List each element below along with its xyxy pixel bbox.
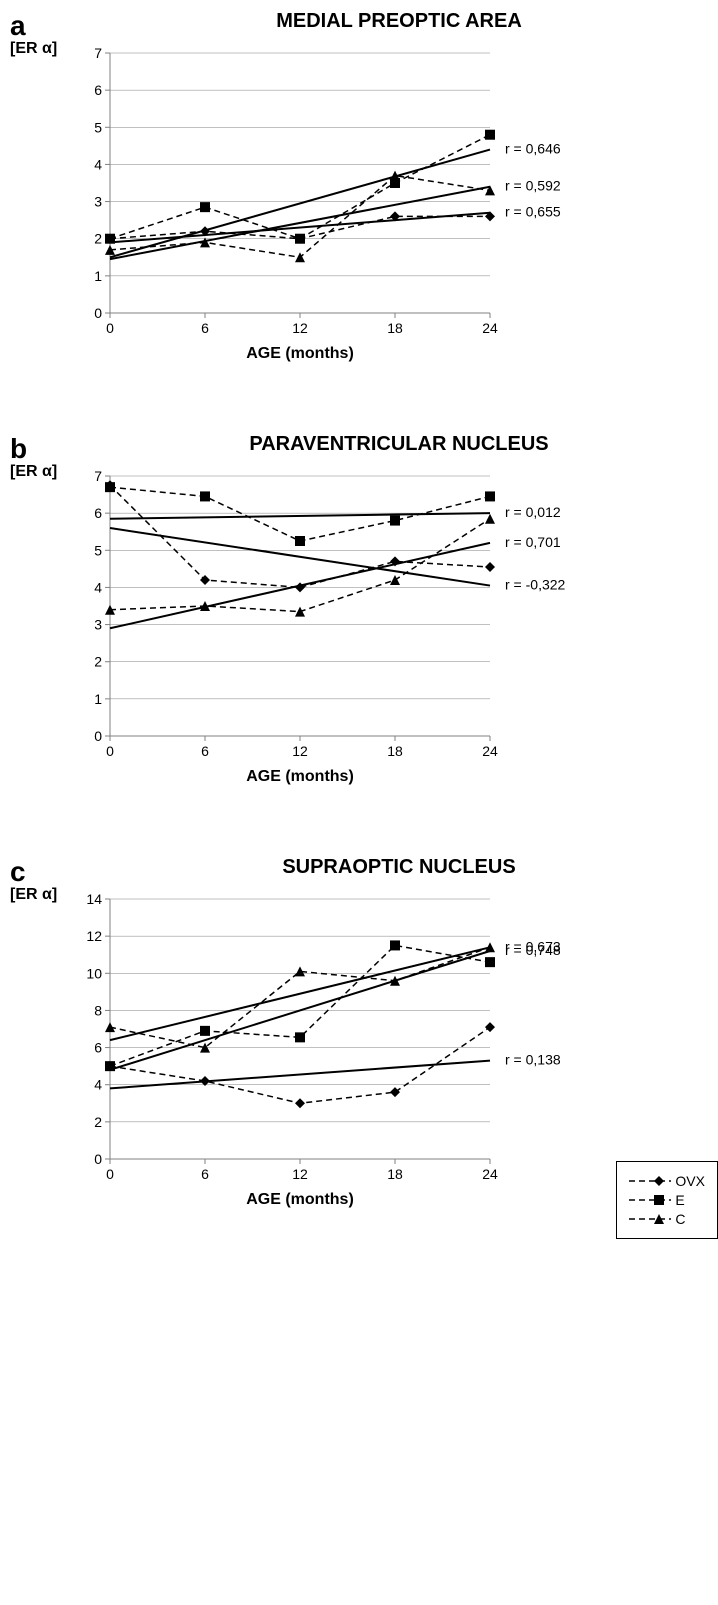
svg-text:2: 2: [94, 654, 102, 670]
svg-text:0: 0: [94, 1151, 102, 1167]
svg-text:0: 0: [94, 305, 102, 321]
svg-text:2: 2: [94, 231, 102, 247]
svg-text:18: 18: [387, 743, 403, 759]
svg-text:1: 1: [94, 268, 102, 284]
legend-marker-E: [629, 1192, 669, 1208]
r-value-label: r = -0,322: [505, 577, 566, 593]
legend-marker-C: [629, 1211, 669, 1227]
svg-text:8: 8: [94, 1002, 102, 1018]
panel-letter: c: [10, 856, 26, 888]
svg-text:6: 6: [201, 1166, 209, 1182]
svg-text:12: 12: [86, 928, 102, 944]
legend-label: E: [675, 1192, 684, 1208]
trend-line-OVX: [110, 1061, 490, 1089]
legend-marker-OVX: [629, 1173, 669, 1189]
chart-svg: 0246810121406121824AGE (months)r = 0,748…: [70, 889, 700, 1259]
svg-text:4: 4: [94, 156, 102, 172]
legend: OVX E C: [616, 1161, 718, 1239]
legend-label: C: [675, 1211, 685, 1227]
panel-letter: b: [10, 433, 27, 465]
data-line-C: [110, 519, 490, 612]
chart-area: 0123456706121824AGE (months)r = 0,646r =…: [70, 43, 718, 413]
trend-line-C: [110, 947, 490, 1040]
x-axis-label: AGE (months): [246, 1191, 354, 1208]
svg-text:1: 1: [94, 691, 102, 707]
chart-area: 0123456706121824AGE (months)r = 0,012r =…: [70, 466, 718, 836]
svg-text:3: 3: [94, 617, 102, 633]
svg-text:12: 12: [292, 1166, 308, 1182]
panel-a: a MEDIAL PREOPTIC AREA [ER α] 0123456706…: [10, 10, 718, 413]
svg-text:5: 5: [94, 119, 102, 135]
svg-text:5: 5: [94, 542, 102, 558]
svg-text:3: 3: [94, 194, 102, 210]
r-value-label: r = 0,673: [505, 938, 561, 954]
svg-text:18: 18: [387, 320, 403, 336]
svg-text:7: 7: [94, 45, 102, 61]
svg-text:6: 6: [201, 320, 209, 336]
panel-title: PARAVENTRICULAR NUCLEUS: [70, 433, 718, 456]
r-value-label: r = 0,012: [505, 504, 561, 520]
r-value-label: r = 0,655: [505, 204, 561, 220]
legend-label: OVX: [675, 1173, 705, 1189]
panel-letter: a: [10, 10, 26, 42]
y-axis-label: [ER α]: [10, 886, 57, 904]
panel-c: c SUPRAOPTIC NUCLEUS [ER α] 024681012140…: [10, 856, 718, 1259]
y-axis-label: [ER α]: [10, 463, 57, 481]
panel-title: SUPRAOPTIC NUCLEUS: [70, 856, 718, 879]
svg-text:6: 6: [94, 82, 102, 98]
panel-b: b PARAVENTRICULAR NUCLEUS [ER α] 0123456…: [10, 433, 718, 836]
svg-text:12: 12: [292, 320, 308, 336]
svg-text:18: 18: [387, 1166, 403, 1182]
y-axis-label: [ER α]: [10, 40, 57, 58]
svg-text:6: 6: [94, 505, 102, 521]
x-axis-label: AGE (months): [246, 768, 354, 785]
legend-item-C: C: [629, 1211, 705, 1227]
svg-text:24: 24: [482, 743, 498, 759]
r-value-label: r = 0,592: [505, 178, 561, 194]
x-axis-label: AGE (months): [246, 345, 354, 362]
svg-text:2: 2: [94, 1114, 102, 1130]
r-value-label: r = 0,701: [505, 534, 561, 550]
r-value-label: r = 0,646: [505, 141, 561, 157]
svg-text:0: 0: [106, 743, 114, 759]
data-line-E: [110, 945, 490, 1066]
trend-line-C: [110, 187, 490, 259]
svg-text:10: 10: [86, 965, 102, 981]
legend-item-E: E: [629, 1192, 705, 1208]
svg-text:6: 6: [94, 1040, 102, 1056]
legend-item-OVX: OVX: [629, 1173, 705, 1189]
svg-text:14: 14: [86, 891, 102, 907]
panel-title: MEDIAL PREOPTIC AREA: [70, 10, 718, 33]
svg-text:24: 24: [482, 1166, 498, 1182]
chart-svg: 0123456706121824AGE (months)r = 0,646r =…: [70, 43, 700, 413]
svg-text:12: 12: [292, 743, 308, 759]
trend-line-E: [110, 513, 490, 519]
svg-text:0: 0: [94, 728, 102, 744]
svg-text:0: 0: [106, 1166, 114, 1182]
svg-text:4: 4: [94, 579, 102, 595]
svg-text:4: 4: [94, 1077, 102, 1093]
svg-text:6: 6: [201, 743, 209, 759]
chart-svg: 0123456706121824AGE (months)r = 0,012r =…: [70, 466, 700, 836]
svg-text:0: 0: [106, 320, 114, 336]
svg-text:24: 24: [482, 320, 498, 336]
svg-text:7: 7: [94, 468, 102, 484]
r-value-label: r = 0,138: [505, 1052, 561, 1068]
